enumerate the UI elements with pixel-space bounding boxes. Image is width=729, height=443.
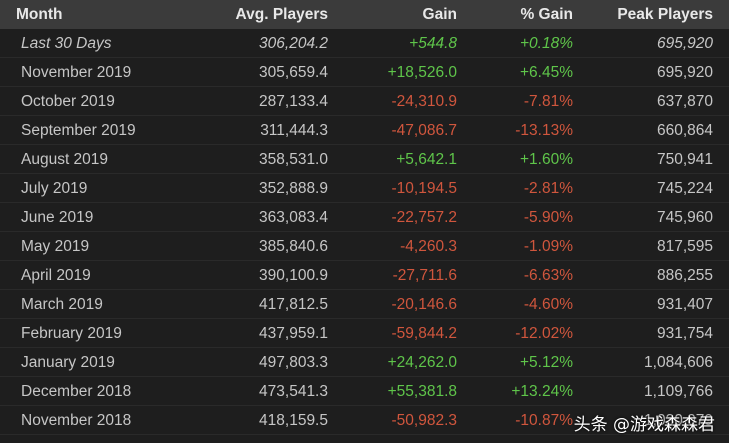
table-row: March 2019 417,812.5 -20,146.6 -4.60% 931,40… xyxy=(0,290,729,319)
table-row: August 2019 358,531.0 +5,642.1 +1.60% 750,94… xyxy=(0,145,729,174)
table-cell: 417,812.5 xyxy=(259,296,328,313)
table-cell: -1.09% xyxy=(523,238,573,255)
table-cell: +5.12% xyxy=(519,354,573,371)
table-cell: 1,084,606 xyxy=(644,354,713,371)
header-cell: Avg. Players xyxy=(235,6,328,23)
table-cell: -50,982.3 xyxy=(391,412,458,429)
table-row: November 2018 418,159.5 -50,982.3 -10.87% 1,… xyxy=(0,406,729,435)
table-cell: -13.13% xyxy=(515,122,573,139)
table-cell: February 2019 xyxy=(21,325,122,342)
table-cell: November 2019 xyxy=(21,64,132,81)
table-cell: -47,086.7 xyxy=(391,122,458,139)
table-cell: +544.8 xyxy=(409,35,457,52)
table-cell: 306,204.2 xyxy=(259,35,328,52)
table-cell: 695,920 xyxy=(656,35,713,52)
table-cell: 437,959.1 xyxy=(259,325,328,342)
table-cell: December 2018 xyxy=(21,383,132,400)
table-cell: 287,133.4 xyxy=(259,93,328,110)
table-cell: -20,146.6 xyxy=(391,296,458,313)
table-cell: September 2019 xyxy=(21,122,136,139)
table-cell: October 2019 xyxy=(21,93,115,110)
table-row: September 2019 311,444.3 -47,086.7 -13.13% 6… xyxy=(0,116,729,145)
table-cell: -5.90% xyxy=(523,209,573,226)
table-cell: 886,255 xyxy=(656,267,713,284)
table-cell: +5,642.1 xyxy=(396,151,457,168)
table-row: Last 30 Days 306,204.2 +544.8 +0.18% 695,920 xyxy=(0,29,729,58)
table-cell: 305,659.4 xyxy=(259,64,328,81)
header-cell: Peak Players xyxy=(617,6,713,23)
table-cell: 931,754 xyxy=(656,325,713,342)
table-cell: -7.81% xyxy=(523,93,573,110)
table-cell: 390,100.9 xyxy=(259,267,328,284)
table-cell: April 2019 xyxy=(21,267,91,284)
table-cell: +24,262.0 xyxy=(387,354,457,371)
header-cell: Gain xyxy=(422,6,457,23)
table-cell: -27,711.6 xyxy=(392,267,457,284)
table-cell: 1,109,766 xyxy=(644,383,713,400)
table-row: February 2019 437,959.1 -59,844.2 -12.02% 93… xyxy=(0,319,729,348)
table-cell: Last 30 Days xyxy=(21,35,112,52)
table-row: December 2018 473,541.3 +55,381.8 +13.24% 1,… xyxy=(0,377,729,406)
table-cell: +13.24% xyxy=(511,383,573,400)
table-cell: +1.60% xyxy=(519,151,573,168)
table-cell: June 2019 xyxy=(21,209,94,226)
table-cell: -59,844.2 xyxy=(391,325,458,342)
table-cell: -4,260.3 xyxy=(400,238,457,255)
watermark: 头条 @游戏森森君 xyxy=(573,415,715,435)
table-cell: January 2019 xyxy=(21,354,115,371)
table-cell: 418,159.5 xyxy=(259,412,328,429)
table-cell: 473,541.3 xyxy=(259,383,328,400)
table-row: November 2019 305,659.4 +18,526.0 +6.45% 695… xyxy=(0,58,729,87)
table-cell: 358,531.0 xyxy=(259,151,328,168)
table-cell: -10,194.5 xyxy=(391,180,458,197)
header-row: Month Avg. Players Gain % Gain Peak Players xyxy=(0,0,729,29)
table-cell: 695,920 xyxy=(656,64,713,81)
table-cell: -6.63% xyxy=(523,267,573,284)
table-cell: 817,595 xyxy=(656,238,713,255)
table-cell: 385,840.6 xyxy=(259,238,328,255)
table-cell: +55,381.8 xyxy=(387,383,457,400)
table-cell: 1,030,079 xyxy=(644,412,713,429)
header-cell: Month xyxy=(16,6,63,23)
table-cell: -22,757.2 xyxy=(391,209,458,226)
table-cell: August 2019 xyxy=(21,151,109,168)
table-cell: 497,803.3 xyxy=(259,354,328,371)
table-cell: -10.87% xyxy=(515,412,573,429)
table-row: May 2019 385,840.6 -4,260.3 -1.09% 817,595 xyxy=(0,232,729,261)
table-row: June 2019 363,083.4 -22,757.2 -5.90% 745,960 xyxy=(0,203,729,232)
table-cell: -2.81% xyxy=(523,180,573,197)
table-cell: November 2018 xyxy=(21,412,132,429)
table-cell: 750,941 xyxy=(656,151,713,168)
table-cell: +0.18% xyxy=(519,35,573,52)
table-row: October 2019 287,133.4 -24,310.9 -7.81% 637,… xyxy=(0,87,729,116)
table-cell: 931,407 xyxy=(656,296,713,313)
table-row: January 2019 497,803.3 +24,262.0 +5.12% 1,08… xyxy=(0,348,729,377)
table-cell: May 2019 xyxy=(21,238,90,255)
table-cell: +6.45% xyxy=(519,64,573,81)
header-cell: % Gain xyxy=(520,6,573,23)
table-cell: +18,526.0 xyxy=(387,64,457,81)
table-cell: -4.60% xyxy=(523,296,573,313)
table-cell: -24,310.9 xyxy=(391,93,458,110)
table-cell: 363,083.4 xyxy=(259,209,328,226)
table-cell: 745,224 xyxy=(656,180,713,197)
table-cell: -12.02% xyxy=(515,325,573,342)
table-cell: 660,864 xyxy=(656,122,713,139)
table-cell: March 2019 xyxy=(21,296,103,313)
table-cell: 637,870 xyxy=(656,93,713,110)
table-cell: 745,960 xyxy=(656,209,713,226)
table-row: July 2019 352,888.9 -10,194.5 -2.81% 745,224 xyxy=(0,174,729,203)
table-cell: 311,444.3 xyxy=(260,122,328,139)
table-cell: July 2019 xyxy=(21,180,88,197)
table-cell: 352,888.9 xyxy=(259,180,328,197)
table-row: April 2019 390,100.9 -27,711.6 -6.63% 886,25… xyxy=(0,261,729,290)
